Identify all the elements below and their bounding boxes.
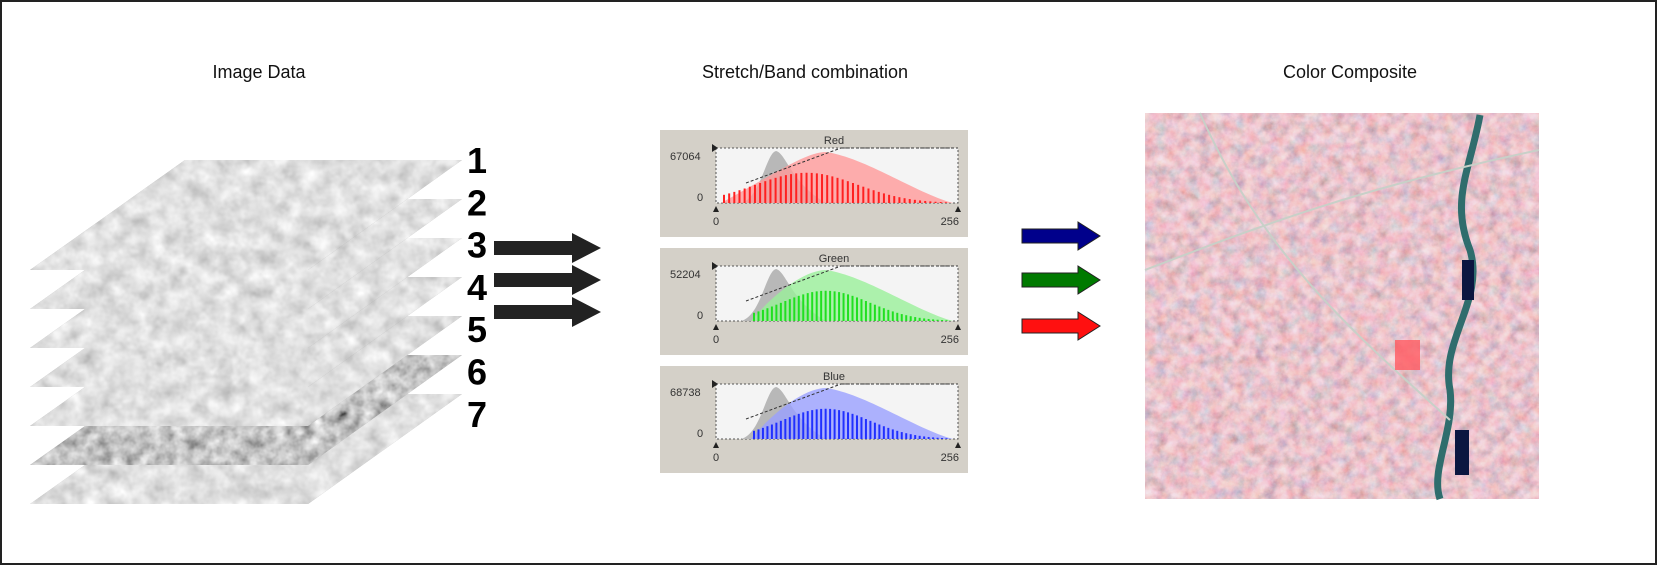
histogram-panel: Red 67064 00 256 bbox=[660, 130, 968, 237]
band-number: 1 bbox=[467, 140, 487, 181]
x-max: 256 bbox=[941, 216, 959, 228]
distribution bbox=[751, 388, 953, 439]
max-count: 68738 bbox=[670, 387, 701, 399]
input-arrows bbox=[494, 233, 601, 327]
band-number: 5 bbox=[467, 309, 487, 350]
x-min: 0 bbox=[713, 334, 719, 346]
marker bbox=[712, 380, 718, 388]
marker bbox=[713, 442, 719, 448]
marker bbox=[712, 144, 718, 152]
marker bbox=[713, 324, 719, 330]
channel-name: Blue bbox=[823, 371, 845, 383]
band-layers bbox=[30, 160, 462, 504]
band-number: 7 bbox=[467, 394, 487, 435]
stretch-line bbox=[745, 383, 842, 420]
histogram-panel: Green 52204 00 256 bbox=[660, 248, 968, 355]
x-max: 256 bbox=[941, 334, 959, 346]
y-min: 0 bbox=[697, 428, 703, 440]
output-arrows bbox=[1021, 221, 1101, 341]
marker bbox=[955, 206, 961, 212]
y-min: 0 bbox=[697, 310, 703, 322]
panel-title: Color Composite bbox=[1283, 62, 1417, 82]
stretch-line bbox=[745, 265, 842, 302]
band-number: 6 bbox=[467, 352, 487, 393]
band-number: 2 bbox=[467, 182, 487, 223]
distribution bbox=[721, 152, 953, 203]
max-count: 67064 bbox=[670, 151, 701, 163]
x-min: 0 bbox=[713, 452, 719, 464]
x-min: 0 bbox=[713, 216, 719, 228]
band-number: 4 bbox=[467, 267, 487, 308]
x-max: 256 bbox=[941, 452, 959, 464]
marker bbox=[712, 262, 718, 270]
y-min: 0 bbox=[697, 192, 703, 204]
band-number: 3 bbox=[467, 225, 487, 266]
distribution bbox=[751, 270, 953, 321]
panel-title: Image Data bbox=[212, 62, 306, 82]
panel-title: Stretch/Band combination bbox=[702, 62, 908, 82]
channel-name: Green bbox=[819, 253, 850, 265]
max-count: 52204 bbox=[670, 269, 701, 281]
histogram-panel: Blue 68738 00 256 bbox=[660, 366, 968, 473]
marker bbox=[955, 324, 961, 330]
marker bbox=[955, 442, 961, 448]
color-composite bbox=[1144, 112, 1540, 501]
stretch-line bbox=[745, 147, 842, 184]
channel-name: Red bbox=[824, 135, 844, 147]
marker bbox=[713, 206, 719, 212]
